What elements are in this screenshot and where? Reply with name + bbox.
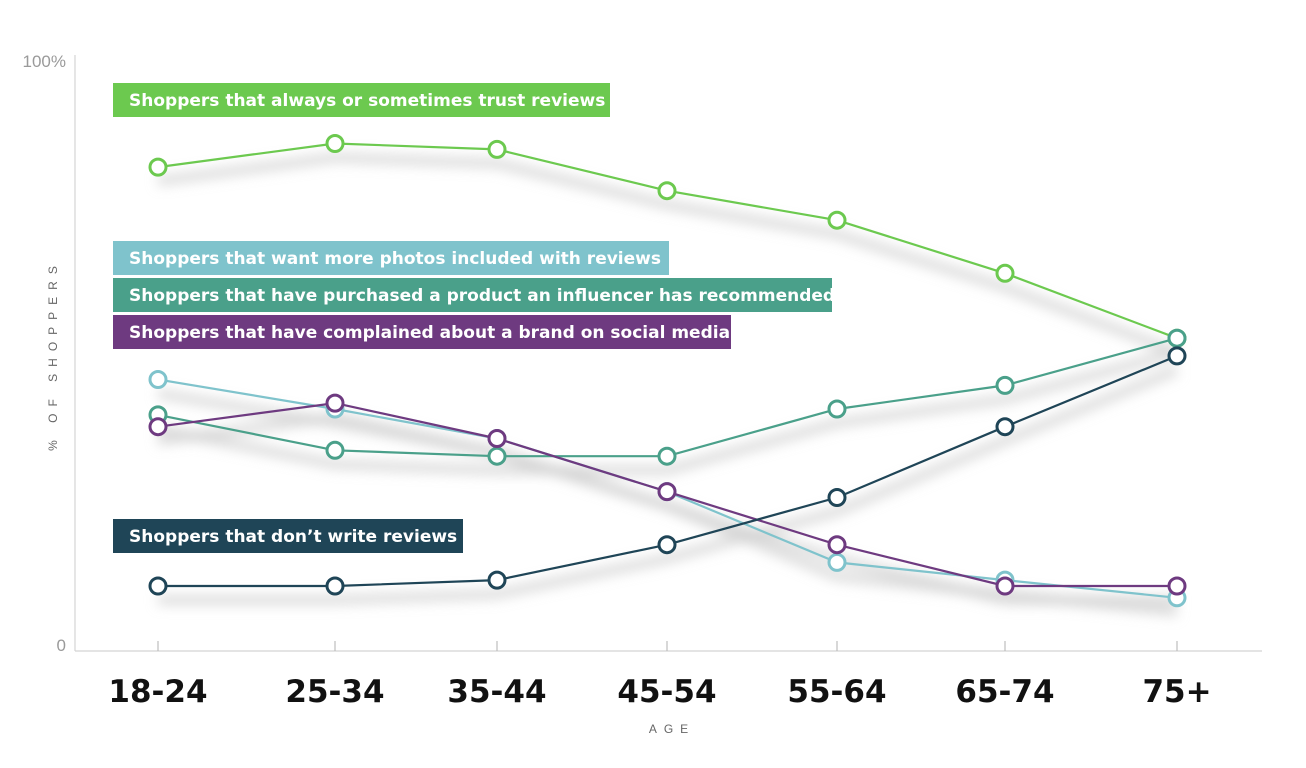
x-tick-label-65-74: 65-74 xyxy=(955,674,1054,710)
legend-item-4: Shoppers that have complained about a br… xyxy=(113,315,731,349)
legend-box-4 xyxy=(113,315,731,349)
legend-label-1: Shoppers that always or sometimes trust … xyxy=(129,91,605,111)
legend-label-5: Shoppers that don’t write reviews xyxy=(129,527,457,547)
data-point-s4-55-64 xyxy=(827,535,847,555)
data-point-s4-25-34 xyxy=(325,393,345,413)
x-axis-title: AGE xyxy=(649,722,695,736)
series-4 xyxy=(148,393,1187,596)
data-point-s1-35-44 xyxy=(487,139,507,159)
data-point-s2-55-64 xyxy=(827,552,847,572)
legend-item-2: Shoppers that want more photos included … xyxy=(113,241,669,275)
data-point-s4-65-74 xyxy=(995,576,1015,596)
series-shadow-1 xyxy=(157,152,1179,357)
data-point-s4-45-54 xyxy=(657,482,677,502)
x-tick-label-35-44: 35-44 xyxy=(447,674,546,710)
legend-label-2: Shoppers that want more photos included … xyxy=(129,249,661,269)
series-shadow-3 xyxy=(157,347,1179,476)
legend-item-3: Shoppers that have purchased a product a… xyxy=(113,278,835,312)
data-point-s5-25-34 xyxy=(325,576,345,596)
x-ticks: 18-24 25-34 35-44 45-54 55-64 65-74 75+ xyxy=(108,641,1212,710)
data-point-s5-75 xyxy=(1167,346,1187,366)
data-point-s1-65-74 xyxy=(995,263,1015,283)
legend-item-1: Shoppers that always or sometimes trust … xyxy=(113,83,610,117)
legend-box-1 xyxy=(113,83,610,117)
data-point-s5-55-64 xyxy=(827,488,847,507)
data-point-s4-35-44 xyxy=(487,429,507,448)
data-point-s5-18-24 xyxy=(148,576,168,596)
data-point-s3-55-64 xyxy=(827,399,847,419)
data-point-s5-35-44 xyxy=(487,570,507,590)
legend-item-5: Shoppers that don’t write reviews xyxy=(113,519,463,553)
series-shadow-5 xyxy=(158,365,1179,605)
x-tick-label-75: 75+ xyxy=(1142,674,1211,710)
data-point-s1-25-34 xyxy=(325,134,345,153)
series-3 xyxy=(148,328,1187,466)
y-tick-label-top: 100% xyxy=(23,52,66,71)
legend-box-3 xyxy=(113,278,832,312)
data-point-s5-45-54 xyxy=(657,535,677,555)
legend: Shoppers that always or sometimes trust … xyxy=(113,83,835,553)
data-point-s1-55-64 xyxy=(827,210,847,230)
data-point-s5-65-74 xyxy=(995,417,1015,437)
legend-label-4: Shoppers that have complained about a br… xyxy=(129,323,730,343)
data-point-s3-65-74 xyxy=(995,375,1015,395)
data-point-s3-35-44 xyxy=(487,446,507,466)
legend-box-2 xyxy=(113,241,669,275)
x-tick-label-45-54: 45-54 xyxy=(617,674,716,710)
x-tick-label-25-34: 25-34 xyxy=(285,674,384,710)
data-point-s3-75 xyxy=(1167,328,1187,348)
data-point-s1-45-54 xyxy=(657,181,677,201)
y-tick-label-bottom: 0 xyxy=(57,636,66,655)
legend-label-3: Shoppers that have purchased a product a… xyxy=(129,286,835,306)
data-point-s4-75 xyxy=(1167,576,1187,596)
axes: 100% 0 % OF SHOPPERS AGE xyxy=(23,52,1262,736)
data-point-s3-25-34 xyxy=(325,440,345,460)
series-1 xyxy=(148,134,1187,348)
x-tick-label-55-64: 55-64 xyxy=(787,674,886,710)
data-point-s4-18-24 xyxy=(148,417,168,437)
data-point-s1-18-24 xyxy=(148,157,168,177)
data-point-s2-18-24 xyxy=(148,370,168,389)
series-5 xyxy=(148,346,1187,596)
series-group xyxy=(148,134,1187,608)
data-point-s3-45-54 xyxy=(657,446,677,466)
legend-box-5 xyxy=(113,519,463,553)
x-tick-label-18-24: 18-24 xyxy=(108,674,207,710)
y-axis-title: % OF SHOPPERS xyxy=(46,259,60,451)
